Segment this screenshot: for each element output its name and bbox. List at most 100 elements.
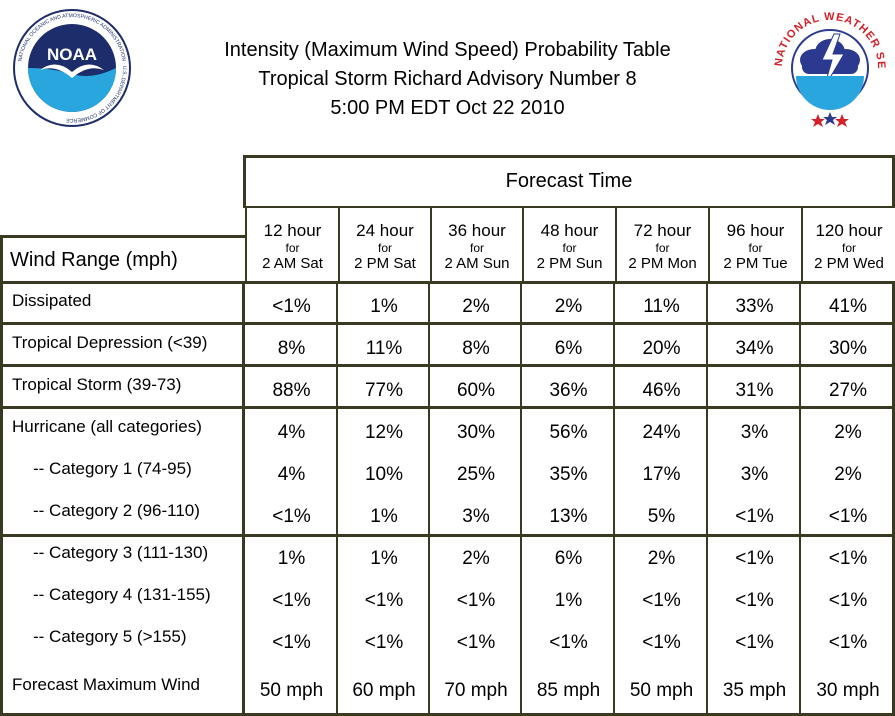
column-header: 72 hour for 2 PM Mon [615,206,708,283]
column-header: 48 hour for 2 PM Sun [522,206,615,283]
table-cell: 8% [277,338,306,359]
column-date: 2 PM Sun [536,255,603,272]
column-divider [242,281,245,716]
wind-range-label: Wind Range (mph) [10,249,178,271]
table-cell: 2% [834,422,862,443]
column-divider [428,281,430,716]
table-cell: <1% [549,632,588,653]
table-cell: <1% [828,590,868,611]
table-cell: <1% [364,632,404,653]
column-header: 36 hour for 2 AM Sun [430,206,522,283]
table-cell: <1% [456,632,496,653]
row-label: Forecast Maximum Wind [12,675,200,694]
table-cell: 20% [642,338,681,359]
table-cell: 12% [364,422,404,443]
row-label: Dissipated [12,291,92,310]
column-for: for [562,241,577,255]
table-cell: <1% [642,590,681,611]
column-date: 2 AM Sun [444,255,510,272]
table-cell: 70 mph [444,680,508,701]
column-for: for [655,241,670,255]
table-cell: <1% [272,632,311,653]
table-cell: <1% [364,590,404,611]
table-cell: 24% [642,422,681,443]
row-label: Tropical Storm (39-73) [12,375,182,394]
column-header-row: 12 hour for 2 AM Sat 24 hour for 2 PM Sat 36 h… [243,206,895,283]
column-hour: 12 hour [263,221,322,240]
page-header: NOAA NATIONAL OCEANIC AND ATMOSPHERIC AD… [0,0,895,150]
table-cell: 11% [643,296,680,317]
table-cell: 6% [554,548,583,569]
table-cell: 46% [642,380,681,401]
table-cell: <1% [272,506,311,527]
table-cell: <1% [735,548,774,569]
table-cell: 17% [642,464,681,485]
table-cell: 3% [740,464,769,485]
nws-emblem-icon: NATIONAL WEATHER SERVICE [766,0,888,127]
column-divider [336,281,338,716]
table-cell: 4% [277,422,306,443]
table-cell: 2% [554,296,583,317]
row-divider [0,322,895,325]
column-date: 2 PM Sat [354,255,416,272]
row-label: Tropical Depression (<39) [12,333,208,352]
table-cell: 88% [272,380,311,401]
table-cell: 31% [735,380,774,401]
advisory-time: 5:00 PM EDT Oct 22 2010 [330,97,565,119]
table-cell: 85 mph [536,680,601,701]
noaa-logo-text: NOAA [47,45,97,64]
table-cell: 35 mph [722,680,787,701]
column-header: 24 hour for 2 PM Sat [338,206,430,283]
forecast-time-header [243,155,895,208]
row-label: -- Category 1 (74-95) [33,459,192,478]
table-cell: 1% [370,548,398,569]
table-cell: <1% [735,632,774,653]
column-for: for [841,241,856,255]
table-cell: 5% [647,506,676,527]
column-hour: 48 hour [540,221,599,240]
table-cell: 30% [828,338,868,359]
row-divider [0,364,895,367]
table-cell: 1% [277,548,306,569]
table-cell: <1% [828,632,868,653]
column-hour: 72 hour [633,221,692,240]
column-hour: 24 hour [356,221,414,240]
column-hour: 96 hour [726,221,785,240]
column-divider [520,281,522,716]
forecast-time-label: Forecast Time [505,170,633,192]
column-for: for [469,241,484,255]
row-label: -- Category 2 (96-110) [33,501,200,520]
column-divider [613,281,615,716]
table-cell: 1% [370,506,398,527]
column-header: 12 hour for 2 AM Sat [245,206,338,283]
column-header: 120 hour for 2 PM Wed [801,206,895,283]
table-cell: 1% [370,296,398,317]
table-cell: 50 mph [629,680,694,701]
table-body [0,281,895,716]
table-cell: <1% [272,590,311,611]
row-label: Hurricane (all categories) [12,417,202,436]
table-cell: 25% [456,464,496,485]
table-cell: <1% [828,506,868,527]
table-cell: 2% [647,548,676,569]
table-cell: <1% [735,506,774,527]
column-for: for [748,241,763,255]
column-divider [799,281,801,716]
column-divider [706,281,708,716]
row-label: -- Category 3 (111-130) [33,543,209,562]
column-date: 2 PM Tue [723,255,788,272]
table-cell: 2% [462,296,490,317]
table-cell: 60% [456,380,496,401]
table-cell: <1% [735,590,774,611]
table-cell: 6% [554,338,583,359]
table-cell: <1% [642,632,681,653]
table-cell: 30% [456,422,496,443]
table-cell: <1% [828,548,868,569]
column-date: 2 AM Sat [262,255,323,272]
noaa-logo: NOAA NATIONAL OCEANIC AND ATMOSPHERIC AD… [12,8,132,128]
table-cell: 13% [549,506,588,527]
wind-range-header [0,235,245,283]
noaa-emblem-icon: NOAA NATIONAL OCEANIC AND ATMOSPHERIC AD… [13,9,131,127]
column-hour: 36 hour [448,221,506,240]
table-cell: 41% [828,296,868,317]
